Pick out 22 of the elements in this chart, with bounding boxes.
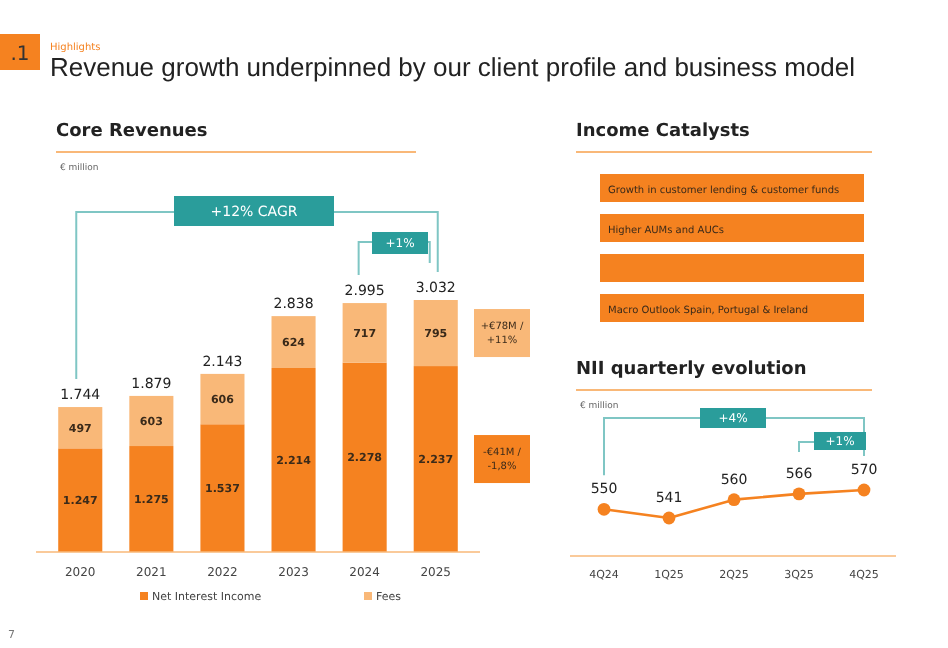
text: .1 (10, 44, 30, 66)
point (662, 511, 676, 525)
point (727, 493, 741, 507)
bar (413, 366, 458, 552)
bar (129, 395, 174, 447)
chart-title: Core Revenues (56, 122, 208, 142)
bar (342, 362, 387, 552)
text: Income Catalysts (576, 122, 750, 142)
chart-title: NII quarterly evolution (576, 360, 807, 380)
bar (271, 367, 316, 552)
bar (58, 407, 103, 449)
point (857, 483, 871, 497)
bar (342, 303, 387, 363)
bar (271, 316, 316, 368)
point (792, 487, 806, 501)
bar (413, 300, 458, 367)
bar (200, 424, 245, 552)
bar (58, 448, 103, 552)
text: Revenue growth underpinned by our client profile and business model (50, 52, 856, 82)
bar (200, 373, 245, 425)
point (597, 502, 611, 516)
bar (129, 446, 174, 552)
